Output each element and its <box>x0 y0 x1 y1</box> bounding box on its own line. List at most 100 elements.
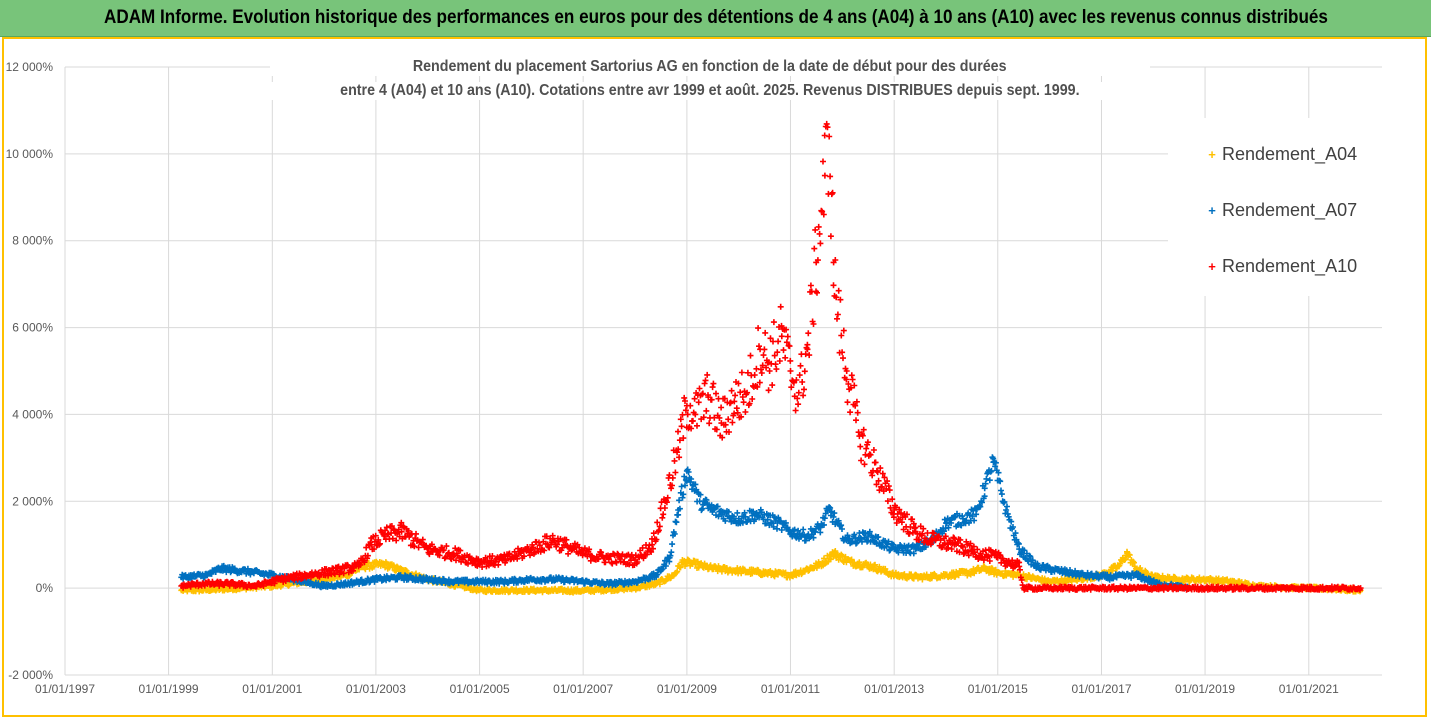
data-point <box>667 552 674 559</box>
data-point <box>699 390 706 397</box>
data-point <box>541 547 548 554</box>
data-point <box>967 540 974 547</box>
data-point <box>1012 530 1019 537</box>
data-point <box>661 505 668 511</box>
data-point <box>383 524 390 531</box>
data-point <box>956 549 963 556</box>
data-point <box>1004 503 1010 510</box>
data-point <box>977 503 984 510</box>
data-point <box>340 570 347 577</box>
data-point <box>506 550 513 557</box>
data-point <box>684 411 691 418</box>
data-point <box>1018 577 1025 583</box>
data-point <box>970 543 977 550</box>
data-point <box>742 409 749 415</box>
data-point <box>719 434 726 441</box>
data-point <box>771 352 778 359</box>
data-point <box>747 352 754 359</box>
data-point <box>909 516 916 523</box>
data-point <box>821 515 828 522</box>
data-point <box>821 521 827 528</box>
data-point <box>688 425 695 432</box>
data-point <box>735 380 742 387</box>
data-point <box>212 569 219 575</box>
data-point <box>948 546 955 552</box>
data-point <box>870 467 876 474</box>
data-point <box>876 487 883 494</box>
data-point <box>676 505 683 512</box>
data-point <box>895 549 902 556</box>
data-point <box>682 398 688 404</box>
data-point <box>847 384 854 391</box>
data-point <box>1017 566 1023 573</box>
data-point <box>853 540 859 547</box>
data-point <box>666 472 673 479</box>
data-point <box>912 524 919 531</box>
data-point <box>676 437 683 444</box>
data-point <box>527 547 534 554</box>
data-point <box>737 389 744 396</box>
data-point <box>849 376 856 383</box>
data-point <box>634 559 641 565</box>
data-point <box>692 481 699 488</box>
data-point <box>787 357 794 364</box>
data-point <box>815 524 822 531</box>
data-point <box>979 499 985 506</box>
data-point <box>738 570 745 577</box>
report-title: ADAM Informe. Evolution historique des p… <box>103 7 1328 28</box>
data-point <box>704 371 711 378</box>
series-Rendement_A10 <box>178 120 1364 593</box>
data-point <box>666 558 673 565</box>
data-point <box>696 385 703 392</box>
data-point <box>784 333 791 340</box>
data-point <box>907 524 914 530</box>
data-point <box>699 505 706 512</box>
data-point <box>799 379 806 385</box>
data-point <box>814 257 821 264</box>
data-point <box>732 392 739 399</box>
data-point <box>489 553 496 559</box>
data-point <box>797 362 804 369</box>
data-point <box>774 349 781 356</box>
data-point <box>390 526 397 533</box>
data-point <box>751 372 758 378</box>
x-tick-label: 01/01/2003 <box>346 682 406 696</box>
data-point <box>731 398 738 405</box>
data-point <box>350 565 357 571</box>
data-point <box>695 399 702 406</box>
data-point <box>829 189 836 196</box>
data-point <box>725 416 732 423</box>
data-point <box>428 541 435 548</box>
data-point <box>815 223 822 230</box>
data-point <box>388 523 395 529</box>
data-point <box>839 349 846 356</box>
data-point <box>778 527 785 533</box>
data-point <box>774 525 780 532</box>
data-point <box>734 409 741 416</box>
data-point <box>728 387 735 394</box>
data-point <box>824 124 831 131</box>
data-point <box>746 400 753 407</box>
data-point <box>702 377 709 384</box>
data-point <box>845 381 852 387</box>
data-point <box>688 476 695 482</box>
data-point <box>1001 498 1008 505</box>
data-point <box>531 549 538 556</box>
data-point <box>803 344 810 351</box>
data-point <box>875 534 882 540</box>
x-tick-label: 01/01/2017 <box>1071 682 1131 696</box>
data-point <box>973 511 980 518</box>
data-point <box>844 399 851 406</box>
data-point <box>364 552 371 559</box>
data-point <box>884 478 891 485</box>
data-point <box>955 572 962 579</box>
data-point <box>859 432 866 439</box>
data-point <box>959 513 966 520</box>
data-point <box>613 559 620 566</box>
data-point <box>758 370 765 376</box>
data-point <box>563 536 570 543</box>
data-point <box>674 449 681 456</box>
data-point <box>858 535 865 542</box>
data-point <box>331 570 337 576</box>
data-point <box>760 352 767 359</box>
